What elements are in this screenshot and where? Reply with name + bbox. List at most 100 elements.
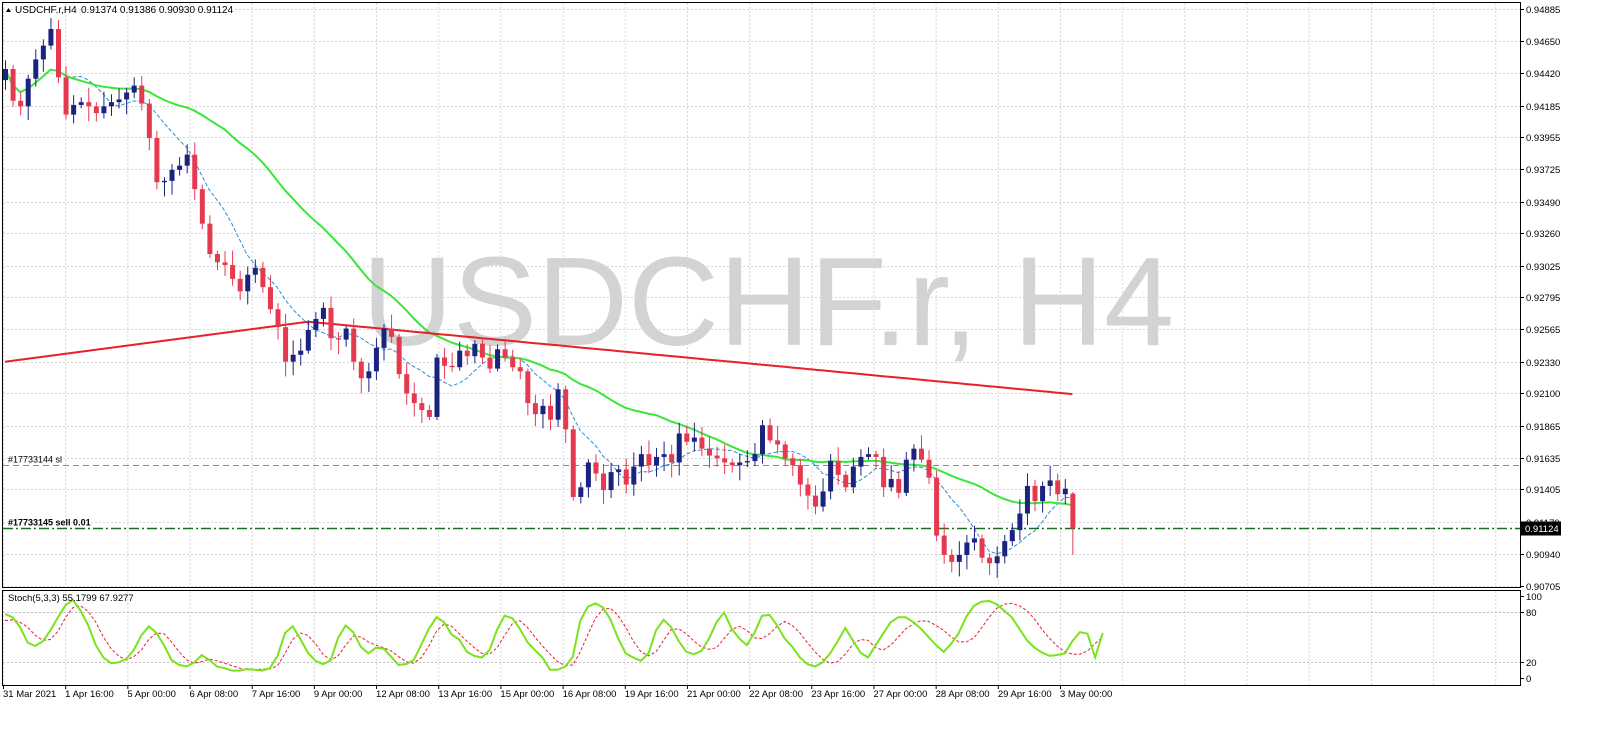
candle-body[interactable] — [555, 389, 561, 420]
candle-body[interactable] — [131, 85, 137, 93]
candle-body[interactable] — [487, 357, 493, 369]
candle-body[interactable] — [714, 455, 720, 459]
candle-body[interactable] — [207, 223, 213, 255]
candle-body[interactable] — [18, 100, 24, 107]
candle-body[interactable] — [381, 328, 387, 348]
collapse-triangle-icon[interactable] — [6, 8, 11, 12]
candle-body[interactable] — [495, 349, 501, 369]
candle-body[interactable] — [987, 557, 993, 564]
candle-body[interactable] — [154, 138, 160, 183]
candle-body[interactable] — [93, 106, 99, 114]
candle-body[interactable] — [464, 350, 470, 357]
candle-body[interactable] — [313, 318, 319, 330]
candle-body[interactable] — [161, 180, 167, 183]
candle-body[interactable] — [1055, 480, 1061, 495]
candle-body[interactable] — [971, 538, 977, 543]
candle-body[interactable] — [389, 328, 395, 337]
candle-body[interactable] — [426, 410, 432, 417]
candle-body[interactable] — [199, 189, 205, 224]
candle-body[interactable] — [283, 327, 289, 362]
candle-body[interactable] — [888, 479, 894, 488]
candle-body[interactable] — [260, 267, 266, 288]
candle-body[interactable] — [949, 554, 955, 562]
candle-body[interactable] — [237, 278, 243, 292]
candle-body[interactable] — [979, 538, 985, 558]
candle-body[interactable] — [1032, 485, 1038, 502]
candle-body[interactable] — [48, 29, 54, 46]
candle-body[interactable] — [71, 104, 77, 115]
candle-body[interactable] — [78, 102, 84, 105]
candle-body[interactable] — [828, 461, 834, 492]
candle-body[interactable] — [737, 462, 743, 466]
candle-body[interactable] — [351, 328, 357, 362]
candle-body[interactable] — [911, 448, 917, 460]
candle-body[interactable] — [457, 350, 463, 368]
candle-body[interactable] — [328, 307, 334, 339]
candle-body[interactable] — [881, 456, 887, 488]
candle-body[interactable] — [230, 265, 236, 279]
candle-body[interactable] — [835, 461, 841, 475]
candle-body[interactable] — [797, 465, 803, 485]
candle-body[interactable] — [25, 78, 31, 107]
candle-body[interactable] — [676, 433, 682, 463]
candle-body[interactable] — [33, 59, 39, 79]
candle-body[interactable] — [434, 357, 440, 417]
candle-body[interactable] — [563, 389, 569, 430]
candle-body[interactable] — [585, 462, 591, 488]
candle-body[interactable] — [108, 102, 114, 107]
candle-body[interactable] — [699, 437, 705, 449]
candle-body[interactable] — [192, 154, 198, 190]
candle-body[interactable] — [654, 456, 660, 466]
candle-body[interactable] — [540, 405, 546, 415]
candle-body[interactable] — [820, 491, 826, 507]
candle-body[interactable] — [139, 85, 145, 104]
candle-body[interactable] — [548, 405, 554, 420]
candle-body[interactable] — [623, 469, 629, 485]
candle-body[interactable] — [252, 267, 258, 275]
candle-body[interactable] — [782, 444, 788, 459]
candle-body[interactable] — [336, 338, 342, 340]
candle-body[interactable] — [366, 371, 372, 379]
price-axis[interactable]: 0.94885 0.94650 0.94420 0.94185 0.93955 0.937… — [1520, 5, 1561, 593]
candle-body[interactable] — [707, 448, 713, 456]
candle-body[interactable] — [1047, 480, 1053, 486]
candle-body[interactable] — [214, 254, 220, 263]
candle-body[interactable] — [601, 473, 607, 491]
candle-body[interactable] — [525, 371, 531, 404]
candle-body[interactable] — [1017, 513, 1023, 531]
candle-body[interactable] — [40, 45, 46, 60]
candle-body[interactable] — [320, 307, 326, 319]
candle-body[interactable] — [479, 343, 485, 358]
candle-body[interactable] — [116, 99, 122, 103]
candle-body[interactable] — [994, 556, 1000, 564]
candle-body[interactable] — [472, 343, 478, 357]
candle-body[interactable] — [275, 309, 281, 328]
candle-body[interactable] — [790, 458, 796, 466]
candle-body[interactable] — [896, 479, 902, 493]
candle-body[interactable] — [608, 472, 614, 491]
candle-body[interactable] — [593, 462, 599, 474]
candle-body[interactable] — [1024, 485, 1030, 514]
candle-body[interactable] — [691, 437, 697, 442]
candle-body[interactable] — [964, 542, 970, 555]
candle-body[interactable] — [63, 77, 69, 115]
candle-body[interactable] — [684, 433, 690, 442]
candle-body[interactable] — [1070, 493, 1076, 529]
candle-body[interactable] — [858, 456, 864, 467]
candle-body[interactable] — [638, 454, 644, 467]
candle-body[interactable] — [124, 92, 130, 100]
candle-body[interactable] — [812, 495, 818, 507]
candle-body[interactable] — [941, 535, 947, 555]
candle-body[interactable] — [10, 69, 16, 101]
candle-body[interactable] — [3, 69, 8, 81]
candle-body[interactable] — [805, 484, 811, 496]
candle-body[interactable] — [775, 440, 781, 445]
candle-body[interactable] — [396, 336, 402, 375]
candle-body[interactable] — [442, 357, 448, 366]
candle-body[interactable] — [177, 165, 183, 170]
candle-body[interactable] — [760, 425, 765, 455]
candle-body[interactable] — [343, 328, 349, 340]
candle-body[interactable] — [1040, 485, 1046, 502]
candle-body[interactable] — [631, 466, 637, 485]
candle-body[interactable] — [169, 169, 175, 181]
